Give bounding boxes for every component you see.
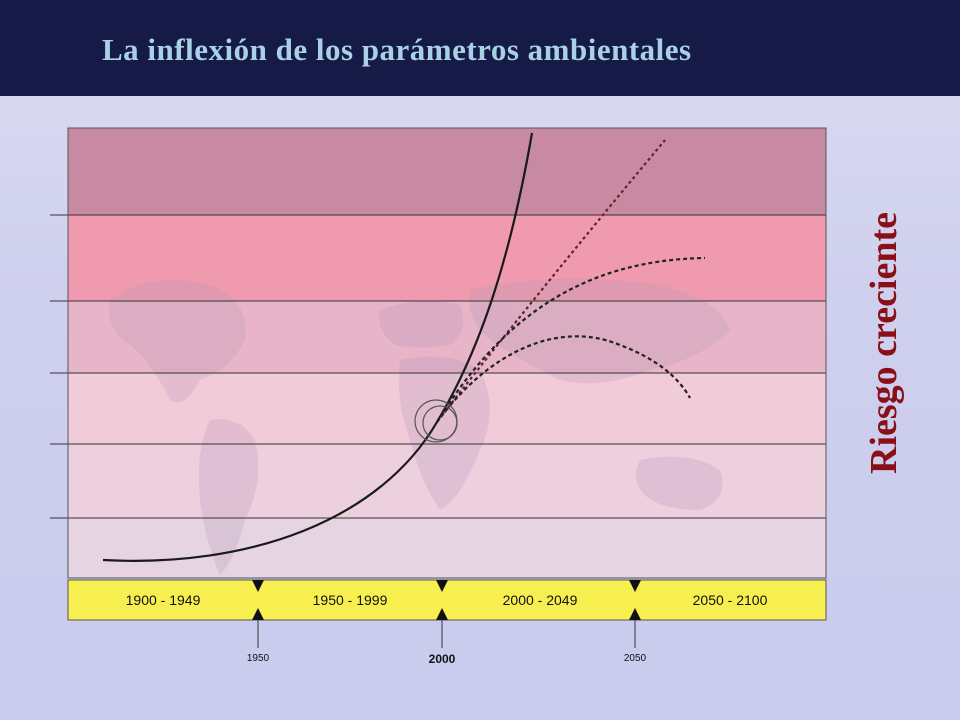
band-separators [50, 214, 826, 519]
year-markers [257, 620, 636, 648]
header-bar: La inflexión de los parámetros ambiental… [0, 0, 960, 96]
main-growth-curve [102, 132, 534, 562]
scenario-curve-3 [436, 335, 691, 423]
period-label: 2000 - 2049 [503, 592, 578, 608]
year-marker-label: 2000 [429, 652, 456, 666]
scenario-curve-2 [436, 256, 706, 423]
period-label: 1900 - 1949 [126, 592, 201, 608]
world-map-background [109, 278, 730, 575]
increasing-risk-label: Riesgo creciente [863, 211, 905, 474]
year-marker-label: 2050 [624, 653, 647, 664]
risk-band-4 [68, 301, 826, 373]
page-title: La inflexión de los parámetros ambiental… [102, 32, 692, 67]
chart-frame [67, 127, 827, 579]
period-label: 2050 - 2100 [693, 592, 768, 608]
year-marker-label: 1950 [247, 653, 270, 664]
inflection-point-marker [414, 399, 458, 443]
risk-bands [68, 128, 826, 578]
scenario-curve-1 [436, 139, 666, 423]
risk-band-1 [68, 518, 826, 578]
risk-band-2 [68, 444, 826, 518]
risk-band-6 [68, 128, 826, 215]
period-label: 1950 - 1999 [313, 592, 388, 608]
period-dividers [252, 580, 641, 620]
timeline-bar: 1900 - 1949 1950 - 1999 2000 - 2049 2050… [67, 579, 827, 621]
